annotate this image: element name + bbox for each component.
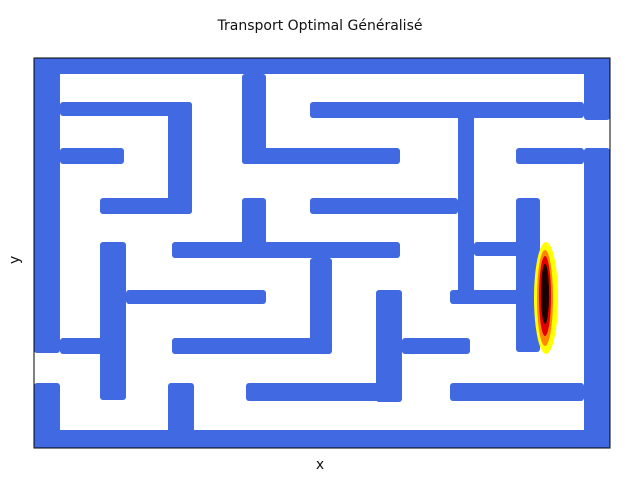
maze-wall-17 xyxy=(172,242,400,258)
transport-hotspot xyxy=(534,242,558,354)
maze-wall-24 xyxy=(172,338,332,354)
y-axis-label: y xyxy=(7,255,23,264)
maze-wall-11 xyxy=(242,148,400,164)
maze-wall-21 xyxy=(100,242,126,400)
maze-wall-18 xyxy=(516,198,540,352)
maze-wall-30 xyxy=(168,383,194,438)
maze-wall-1 xyxy=(34,430,610,448)
maze-wall-13 xyxy=(458,102,474,302)
maze-wall-2 xyxy=(34,58,60,353)
maze-wall-10 xyxy=(242,74,266,164)
maze-wall-27 xyxy=(402,338,470,354)
maze-wall-9 xyxy=(60,148,124,164)
maze-wall-7 xyxy=(168,102,192,214)
maze-wall-15 xyxy=(310,198,458,214)
maze-wall-0 xyxy=(34,58,610,74)
hotspot-core xyxy=(541,264,549,324)
plot-frame xyxy=(33,57,611,449)
maze-wall-22 xyxy=(126,290,266,304)
maze-wall-26 xyxy=(376,290,402,402)
x-axis-label: x xyxy=(315,457,325,473)
maze-wall-25 xyxy=(310,258,332,348)
maze-wall-8 xyxy=(100,198,192,214)
maze-wall-4 xyxy=(584,58,610,120)
maze-wall-5 xyxy=(584,148,610,448)
maze-wall-19 xyxy=(474,242,540,256)
maze-walls xyxy=(34,58,610,448)
maze-wall-20 xyxy=(450,290,540,304)
maze-wall-6 xyxy=(60,102,192,116)
chart-title: Transport Optimal Généralisé xyxy=(217,18,423,34)
maze-wall-29 xyxy=(450,383,584,401)
maze-wall-23 xyxy=(60,338,126,354)
maze-wall-3 xyxy=(34,383,60,448)
maze-wall-28 xyxy=(246,383,402,401)
maze-wall-14 xyxy=(516,148,584,164)
maze-wall-12 xyxy=(310,102,584,118)
